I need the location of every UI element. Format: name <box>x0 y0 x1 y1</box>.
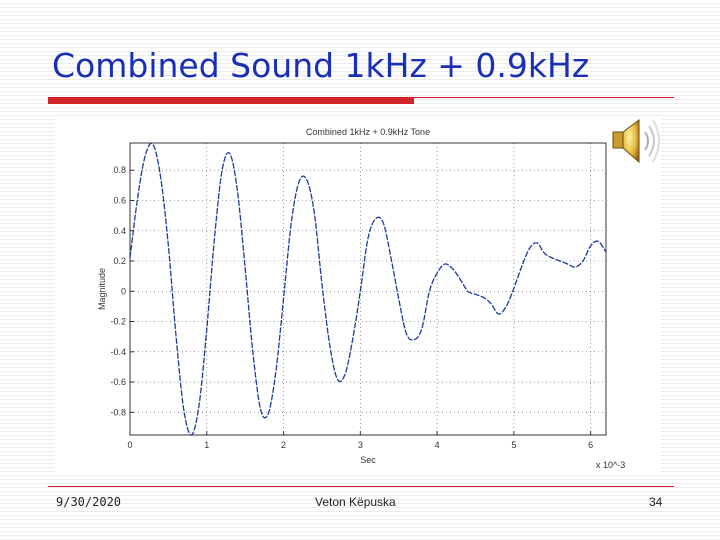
y-tick-label: 0.8 <box>113 165 126 175</box>
y-tick-label: 0.6 <box>113 195 126 205</box>
footer-divider <box>48 486 674 487</box>
y-tick-label: 0 <box>121 286 126 296</box>
y-axis-label: Magnitude <box>97 268 107 310</box>
y-tick-label: -0.4 <box>110 347 126 357</box>
x-tick-label: 2 <box>281 440 286 450</box>
chart-title: Combined 1kHz + 0.9kHz Tone <box>306 127 430 137</box>
slide-number: 34 <box>649 495 663 509</box>
y-tick-label: -0.2 <box>110 317 126 327</box>
series-line <box>129 142 607 436</box>
chart-svg: 0.8 0.6 0.4 0.2 0 -0.2 -0.4 -0.6 -0.8 0 1 2 3 4 5 6 Co… <box>97 127 625 470</box>
y-tick-label: -0.8 <box>110 407 126 417</box>
title-accent-bar <box>48 97 414 104</box>
x-axis-label: Sec <box>360 455 376 465</box>
x-tick-label: 0 <box>127 440 132 450</box>
y-axis-ticks: 0.8 0.6 0.4 0.2 0 -0.2 -0.4 -0.6 -0.8 <box>110 165 134 417</box>
plot-area-border <box>129 142 607 436</box>
x-tick-label: 4 <box>435 440 440 450</box>
footer-date: 9/30/2020 <box>56 495 122 509</box>
speaker-icon[interactable] <box>607 114 663 168</box>
x-tick-label: 1 <box>204 440 209 450</box>
title-accent-line <box>414 97 674 98</box>
footer-author: Veton Këpuska <box>315 495 396 509</box>
x-axis-multiplier: x 10^-3 <box>596 460 625 470</box>
x-tick-label: 3 <box>358 440 363 450</box>
y-tick-label: 0.4 <box>113 226 126 236</box>
y-tick-label: 0.2 <box>113 256 126 266</box>
x-axis-ticks: 0 1 2 3 4 5 6 <box>127 431 593 450</box>
x-tick-label: 6 <box>588 440 593 450</box>
slide-title: Combined Sound 1kHz + 0.9kHz <box>52 46 590 85</box>
chart-figure: 0.8 0.6 0.4 0.2 0 -0.2 -0.4 -0.6 -0.8 0 1 2 3 4 5 6 Co… <box>55 118 661 475</box>
y-tick-label: -0.6 <box>110 377 126 387</box>
x-tick-label: 5 <box>511 440 516 450</box>
